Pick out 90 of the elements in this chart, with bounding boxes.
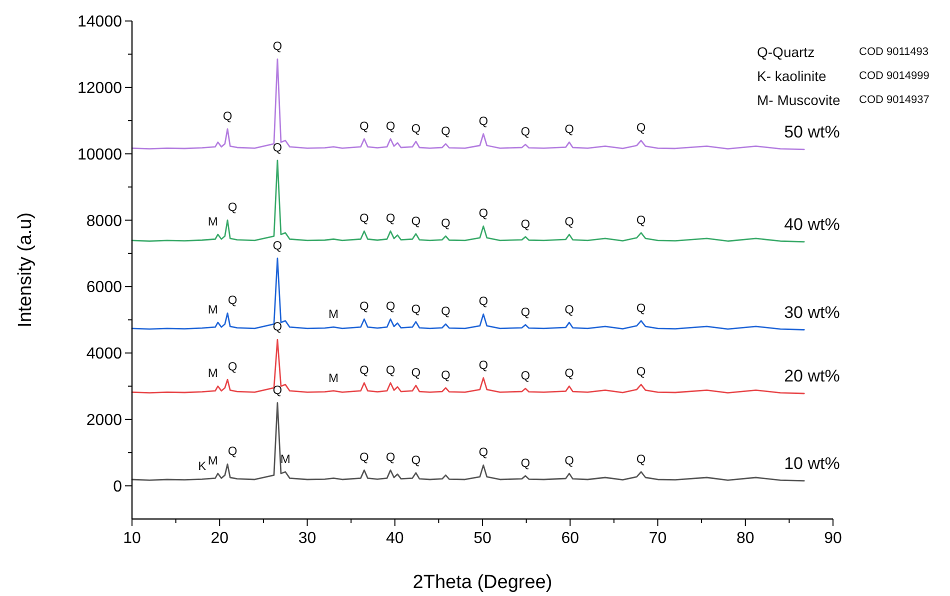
annotation: Q xyxy=(386,118,396,133)
annotation: Q xyxy=(636,212,646,227)
annotation: Q xyxy=(478,358,488,372)
annotation: Q xyxy=(636,300,646,315)
x-tick-label: 70 xyxy=(648,530,667,547)
annotation: Q xyxy=(520,304,530,319)
annotation: Q xyxy=(636,364,646,379)
annotation: Q xyxy=(228,293,238,308)
annotation: Q xyxy=(441,368,450,382)
annotation: Q xyxy=(411,214,421,228)
annotation: Q xyxy=(272,382,282,397)
annotation: Q xyxy=(520,456,530,470)
annotation: Q xyxy=(360,299,369,314)
y-axis-title: Intensity (a.u) xyxy=(15,212,36,328)
series-label: 20 wt% xyxy=(784,366,840,386)
annotation: Q xyxy=(564,122,574,136)
x-tick-label: 10 xyxy=(123,530,141,547)
annotation: Q xyxy=(478,206,488,220)
annotation: Q xyxy=(386,299,396,314)
annotation: K- kaolinite xyxy=(757,68,826,84)
annotation: Q xyxy=(441,124,450,138)
y-tick-label: 10000 xyxy=(78,146,122,164)
annotation: Q xyxy=(411,302,421,316)
annotation: M xyxy=(280,452,290,466)
annotation: Q xyxy=(411,452,421,467)
annotation: Q xyxy=(360,362,369,377)
y-tick-label: 12000 xyxy=(78,80,122,97)
annotation: Q xyxy=(386,450,396,464)
annotation: Q xyxy=(441,304,450,318)
annotation: M xyxy=(208,302,218,316)
annotation: Q xyxy=(360,118,369,133)
annotation: Q xyxy=(360,211,369,226)
annotation: Q xyxy=(520,368,530,383)
annotation: Q-Quartz xyxy=(757,44,815,60)
annotation: Q xyxy=(386,362,396,377)
line-series xyxy=(131,160,805,242)
text: COD 9014937 xyxy=(859,94,930,106)
y-tick-label: 4000 xyxy=(86,346,122,363)
annotation: Q xyxy=(478,114,488,128)
annotation: M xyxy=(208,214,218,228)
annotation: Q xyxy=(386,211,396,226)
y-tick-label: 8000 xyxy=(86,212,122,230)
annotation: Q xyxy=(228,200,238,214)
annotation: Q xyxy=(228,444,238,458)
annotation: Q xyxy=(272,238,282,252)
annotation: M xyxy=(208,366,218,380)
x-tick-label: 60 xyxy=(561,530,580,547)
annotation: Q xyxy=(272,39,282,54)
series-label: 40 wt% xyxy=(784,214,840,234)
y-tick-label: 14000 xyxy=(78,14,122,31)
annotation: Q xyxy=(636,452,646,466)
annotation: Q xyxy=(564,214,574,228)
text: COD 9011493 xyxy=(859,46,929,58)
x-tick-label: 90 xyxy=(824,530,842,547)
annotation: Q xyxy=(411,366,421,380)
series-label: 50 wt% xyxy=(784,122,840,142)
annotation: Q xyxy=(478,294,488,308)
annotation: Q xyxy=(478,445,488,460)
annotation: M- Muscovite xyxy=(757,92,840,108)
x-axis-title: 2Theta (Degree) xyxy=(412,572,552,593)
line-series xyxy=(131,339,805,394)
annotation: Q xyxy=(228,360,238,374)
line-series xyxy=(131,402,805,482)
x-tick-label: 50 xyxy=(474,530,492,547)
annotation: Q xyxy=(441,216,450,230)
x-tick-label: 40 xyxy=(386,530,404,547)
annotation: Q xyxy=(564,366,574,380)
annotation: K xyxy=(198,459,206,474)
x-tick-label: 20 xyxy=(210,530,229,547)
annotation: Q xyxy=(411,122,421,136)
x-tick-label: 80 xyxy=(736,530,754,547)
annotation: Q xyxy=(564,302,574,316)
y-tick-label: 0 xyxy=(113,478,122,496)
annotation: Q xyxy=(564,454,574,468)
series-label: 10 wt% xyxy=(784,454,840,473)
annotation: Q xyxy=(360,450,369,464)
annotation: Q xyxy=(636,120,646,135)
x-tick-label: 30 xyxy=(298,530,316,547)
annotation: Q xyxy=(272,140,282,154)
annotation: M xyxy=(328,370,339,385)
series-label: 30 wt% xyxy=(784,302,840,322)
annotation: Q xyxy=(272,320,282,334)
annotation: Q xyxy=(520,216,530,231)
annotation: Q xyxy=(520,124,530,139)
annotation: M xyxy=(208,454,218,468)
text: COD 9014999 xyxy=(859,70,930,82)
y-tick-label: 2000 xyxy=(86,412,122,429)
annotation: Q xyxy=(222,108,232,123)
y-tick-label: 6000 xyxy=(86,279,122,296)
annotation: M xyxy=(328,307,339,322)
